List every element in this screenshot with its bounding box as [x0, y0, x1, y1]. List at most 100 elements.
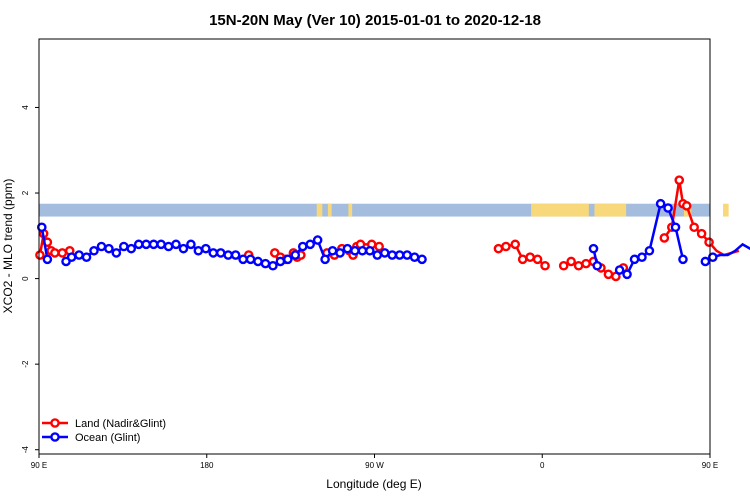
- series-ocean-point: [275, 256, 286, 267]
- series-ocean-point: [193, 245, 204, 256]
- series-land-point: [501, 241, 511, 252]
- series-ocean-point: [36, 222, 47, 233]
- land-band-segment: [594, 203, 627, 217]
- series-ocean-point: [268, 260, 278, 271]
- series-land-point: [493, 243, 504, 254]
- series-land-point: [35, 250, 45, 260]
- land-band-segment: [348, 203, 353, 217]
- legend-swatch-marker: [50, 418, 60, 428]
- series-land-point: [674, 175, 685, 185]
- series-ocean-point: [245, 254, 256, 265]
- land-band-segment: [723, 203, 729, 217]
- series-ocean-point: [320, 254, 330, 265]
- series-ocean-point: [133, 239, 144, 250]
- series-ocean-point: [104, 243, 114, 254]
- series-land-point: [704, 237, 714, 248]
- y-tick-label: 0: [21, 276, 30, 281]
- series-ocean-point: [663, 203, 673, 213]
- series-ocean-point: [74, 250, 84, 260]
- series-ocean-point: [394, 250, 405, 260]
- series-ocean-point: [342, 243, 353, 254]
- series-ocean-point: [350, 245, 360, 256]
- series-ocean-point: [148, 239, 159, 250]
- x-tick-label: 180: [200, 461, 214, 470]
- series-ocean-point: [357, 245, 368, 256]
- series-ocean-point: [119, 241, 129, 252]
- y-tick-label: 4: [21, 105, 30, 110]
- x-axis: 90 E 180 90 W 0 90 E: [31, 454, 718, 470]
- legend-item-ocean: Ocean (Glint): [42, 432, 140, 444]
- series-ocean-point: [335, 248, 345, 258]
- series-ocean-point: [171, 239, 181, 250]
- series-land-point: [581, 258, 591, 269]
- series-ocean-point: [260, 258, 271, 269]
- series-ocean-line: [40, 227, 49, 260]
- series-ocean-point: [178, 243, 189, 254]
- series-ocean-point: [614, 265, 625, 275]
- series-land-point: [689, 222, 699, 233]
- series-ocean-point: [312, 235, 323, 245]
- series-ocean-point: [89, 245, 99, 256]
- series-ocean-point: [629, 254, 640, 265]
- series-land-point: [540, 260, 550, 271]
- series-land-point: [532, 254, 543, 265]
- series-layer: [35, 175, 750, 282]
- x-axis-label: Longitude (deg E): [326, 477, 421, 491]
- legend: Land (Nadir&Glint) Ocean (Glint): [42, 418, 166, 444]
- series-ocean: [36, 198, 750, 280]
- land-band-segment: [327, 203, 332, 217]
- series-ocean-line: [704, 242, 750, 263]
- series-ocean-point: [622, 269, 632, 280]
- series-ocean-point: [707, 252, 718, 262]
- series-ocean-point: [230, 250, 241, 260]
- land-band-segment: [316, 203, 323, 217]
- x-tick-label: 0: [540, 461, 545, 470]
- series-ocean-point: [327, 245, 338, 256]
- series-ocean-point: [283, 254, 293, 265]
- series-ocean-point: [305, 239, 315, 250]
- land-sea-band: [39, 203, 729, 217]
- series-ocean-point: [81, 252, 92, 262]
- legend-label: Land (Nadir&Glint): [75, 418, 166, 430]
- series-ocean-point: [655, 198, 666, 209]
- series-ocean-point: [42, 254, 53, 265]
- x-tick-label: 90 W: [365, 461, 384, 470]
- series-ocean-point: [588, 243, 599, 254]
- series-land-point: [566, 256, 576, 267]
- series-land-point: [517, 254, 528, 265]
- series-land-point: [696, 228, 707, 239]
- series-ocean-point: [297, 241, 308, 252]
- legend-item-land: Land (Nadir&Glint): [42, 418, 166, 430]
- series-land-point: [50, 248, 60, 258]
- series-ocean-point: [700, 256, 711, 267]
- x-tick-label: 90 E: [31, 461, 47, 470]
- series-ocean-point: [186, 239, 196, 250]
- series-land-point: [525, 252, 535, 262]
- series-land-point: [374, 241, 384, 252]
- series-ocean-point: [402, 250, 412, 260]
- series-land-point: [603, 269, 614, 280]
- series-ocean-point: [163, 241, 174, 252]
- series-land-line: [663, 179, 740, 257]
- x-tick-label: 90 E: [702, 461, 718, 470]
- land-band-segment: [531, 203, 589, 217]
- series-ocean-point: [644, 245, 655, 256]
- series-land-point: [510, 239, 521, 250]
- y-axis: -4 -2 0 2 4: [21, 105, 39, 453]
- series-ocean-point: [215, 248, 226, 258]
- legend-label: Ocean (Glint): [75, 432, 140, 444]
- series-ocean-point: [670, 222, 681, 233]
- series-ocean-point: [253, 256, 263, 267]
- series-ocean-point: [372, 250, 383, 260]
- series-land-point: [681, 201, 692, 211]
- series-ocean-point: [208, 248, 219, 258]
- legend-swatch-marker: [50, 432, 60, 442]
- series-ocean-point: [365, 245, 375, 256]
- y-axis-label: XCO2 - MLO trend (ppm): [1, 179, 15, 314]
- series-ocean-point: [223, 250, 233, 260]
- series-ocean-point: [592, 260, 603, 271]
- y-tick-label: 2: [21, 190, 30, 195]
- y-tick-label: -2: [21, 360, 30, 368]
- series-ocean-point: [201, 243, 211, 254]
